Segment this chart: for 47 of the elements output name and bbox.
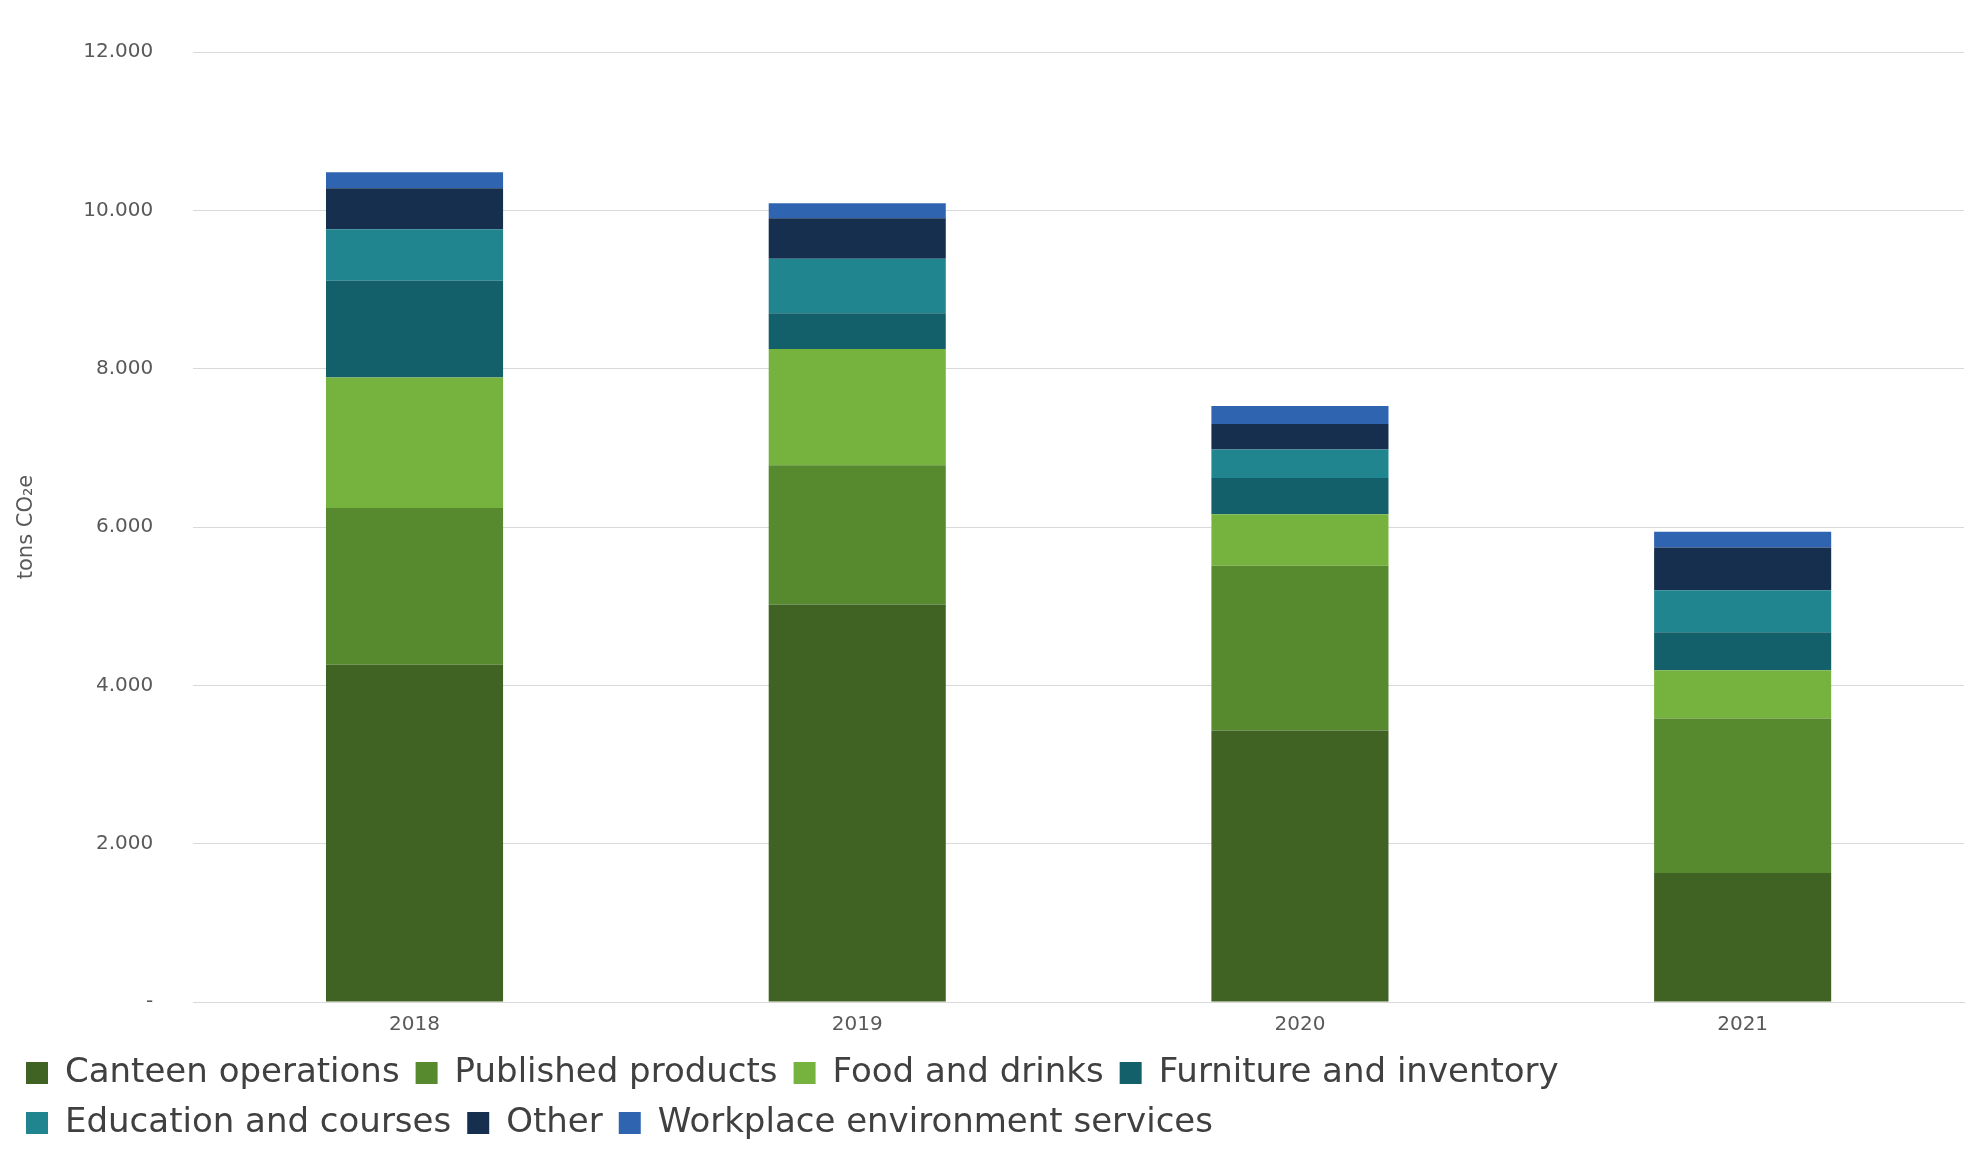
bar	[768, 258, 946, 314]
bar	[1211, 449, 1389, 478]
bar	[325, 280, 504, 378]
bar	[768, 218, 946, 259]
y-tick-label: 2.000	[95, 829, 154, 854]
bar	[1654, 590, 1832, 633]
bar	[325, 508, 504, 665]
legend-label: Furniture and inventory	[1158, 1049, 1559, 1090]
bar	[1211, 424, 1389, 450]
legend-label: Workplace environment services	[657, 1099, 1213, 1140]
legend-label: Food and drinks	[832, 1049, 1104, 1090]
bar	[325, 664, 504, 1002]
legend-label: Canteen operations	[65, 1049, 400, 1090]
bar	[325, 188, 504, 230]
legend-label: Published products	[454, 1049, 778, 1090]
bar	[1211, 565, 1389, 731]
legend-label: Other	[506, 1099, 603, 1140]
bar	[1211, 730, 1389, 1002]
x-tick-label: 2019	[831, 1011, 883, 1036]
bar	[1654, 632, 1832, 671]
bar	[1211, 405, 1389, 425]
y-tick-label: -	[145, 988, 154, 1013]
y-tick-label: 4.000	[95, 671, 154, 696]
x-tick-label: 2021	[1717, 1011, 1769, 1036]
y-tick-label: 8.000	[95, 354, 154, 379]
y-tick-label: 12.000	[83, 38, 154, 63]
bar	[1654, 670, 1832, 719]
bar	[768, 604, 946, 1002]
y-tick-label: 6.000	[95, 513, 154, 538]
bar	[1211, 477, 1389, 515]
bar	[768, 313, 946, 349]
bar	[1654, 718, 1832, 873]
bar	[1654, 531, 1832, 548]
y-tick-label: 10.000	[83, 196, 154, 221]
bar	[768, 203, 946, 219]
x-tick-label: 2020	[1274, 1011, 1326, 1036]
bar	[1654, 547, 1832, 591]
bar	[1211, 514, 1389, 566]
legend-label: Education and courses	[65, 1099, 452, 1140]
x-tick-label: 2018	[389, 1011, 440, 1036]
bar	[768, 465, 946, 605]
bar	[768, 348, 946, 466]
bar	[325, 229, 504, 281]
bar	[325, 377, 504, 508]
bar	[1654, 872, 1832, 1002]
y-axis-title: tons CO₂e	[13, 474, 38, 580]
bar	[325, 172, 504, 189]
